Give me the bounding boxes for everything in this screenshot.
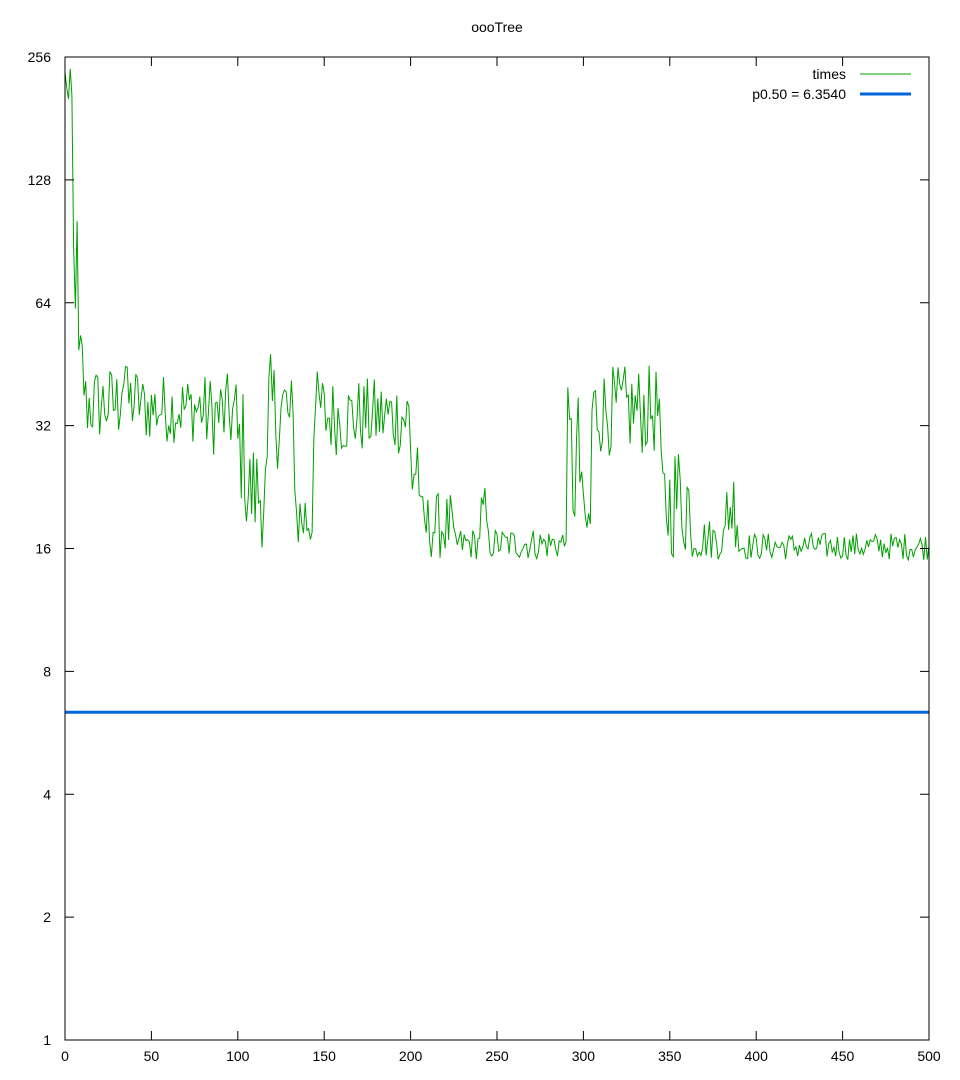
x-tick-label: 150 <box>313 1048 337 1064</box>
y-tick-label: 4 <box>43 786 51 802</box>
y-tick-label: 64 <box>35 295 51 311</box>
y-tick-label: 128 <box>28 172 52 188</box>
y-tick-label: 32 <box>35 418 51 434</box>
x-tick-label: 350 <box>658 1048 682 1064</box>
y-tick-label: 8 <box>43 663 51 679</box>
axes: 0 50 100 150 200 250 300 350 400 450 500 1 2 4 8 16 32 64… <box>28 49 941 1064</box>
x-tick-label: 0 <box>61 1048 69 1064</box>
series-line-times <box>64 68 930 562</box>
chart-title: oooTree <box>471 19 523 35</box>
y-tick-label: 1 <box>43 1032 51 1048</box>
x-tick-label: 300 <box>572 1048 596 1064</box>
legend: times p0.50 = 6.3540 <box>752 66 911 102</box>
plot-area <box>64 68 930 714</box>
x-tick-label: 450 <box>831 1048 855 1064</box>
legend-label: times <box>813 66 846 82</box>
y-tick-label: 256 <box>28 49 52 65</box>
y-tick-label: 16 <box>35 541 51 557</box>
x-tick-label: 100 <box>226 1048 250 1064</box>
y-tick-label: 2 <box>43 909 51 925</box>
x-tick-label: 250 <box>485 1048 509 1064</box>
x-tick-label: 200 <box>399 1048 423 1064</box>
x-tick-label: 50 <box>144 1048 160 1064</box>
x-tick-label: 400 <box>745 1048 769 1064</box>
legend-label: p0.50 = 6.3540 <box>752 86 846 102</box>
x-tick-label: 500 <box>917 1048 941 1064</box>
